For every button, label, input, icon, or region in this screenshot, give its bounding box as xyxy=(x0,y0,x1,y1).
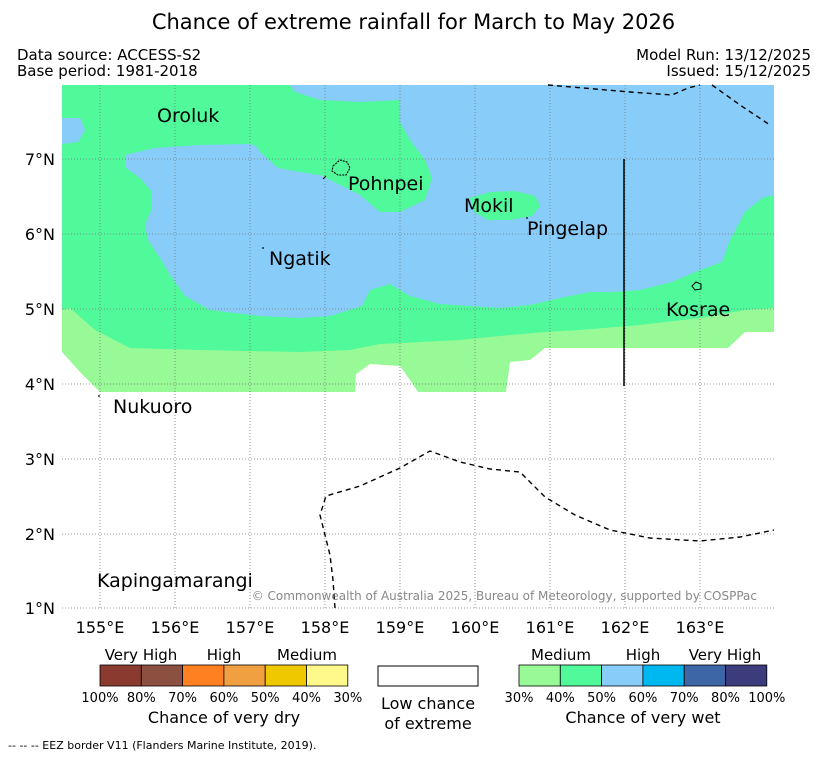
legend-wet-title: Chance of very wet xyxy=(565,708,720,727)
nukuoro-marker xyxy=(98,395,100,397)
legend-dry: Very High High Medium 100% 80% 70% 60% 50% 40… xyxy=(81,646,362,727)
place-pohnpei: Pohnpei xyxy=(348,173,424,195)
lat-label: 4°N xyxy=(25,375,55,394)
lon-label: 158°E xyxy=(301,618,350,637)
legend-tick-label: 40% xyxy=(546,691,575,706)
map-grid xyxy=(62,85,774,609)
legend-tick-label: 40% xyxy=(292,691,321,706)
legend-dry-medium: Medium xyxy=(277,646,337,664)
pohnpei-islet xyxy=(322,175,327,180)
kosrae-island xyxy=(691,281,702,291)
legend-swatch xyxy=(559,664,602,687)
legend-tick-label: 30% xyxy=(505,691,534,706)
legend-low-swatch xyxy=(377,665,479,687)
lon-label: 157°E xyxy=(226,618,275,637)
issued-date: Issued: 15/12/2025 xyxy=(666,62,811,80)
lon-label: 163°E xyxy=(676,618,725,637)
latitude-labels: 7°N 6°N 5°N 4°N 3°N 2°N 1°N xyxy=(25,150,55,618)
copyright: © Commonwealth of Australia 2025, Bureau… xyxy=(252,589,757,603)
legend-swatch xyxy=(140,664,184,687)
legend-swatch xyxy=(725,664,768,687)
meta-left: Data source: ACCESS-S2 Base period: 1981… xyxy=(17,47,201,79)
legend-low: Low chance of extreme xyxy=(377,665,479,733)
high-wet-region xyxy=(125,85,774,318)
legend-tick-label: 100% xyxy=(748,691,785,706)
legend-tick-label: 50% xyxy=(587,691,616,706)
longitude-labels: 155°E 156°E 157°E 158°E 159°E 160°E 161°… xyxy=(76,618,725,637)
place-kosrae: Kosrae xyxy=(666,299,730,321)
legend-tick-label: 80% xyxy=(127,691,156,706)
pohnpei-island xyxy=(331,159,351,176)
legend-swatch xyxy=(182,664,225,687)
ngatik-marker xyxy=(262,247,264,249)
rainfall-map xyxy=(62,85,774,608)
legend-swatch xyxy=(683,664,726,687)
legend-dry-swatches xyxy=(99,664,349,687)
lon-label: 160°E xyxy=(451,618,500,637)
legend-tick-label: 100% xyxy=(81,691,118,706)
legend-swatch xyxy=(223,664,266,687)
data-source: Data source: ACCESS-S2 xyxy=(17,46,202,64)
lat-label: 2°N xyxy=(25,525,55,544)
legend-tick-label: 60% xyxy=(209,691,238,706)
pingelap-marker xyxy=(526,217,528,219)
place-ngatik: Ngatik xyxy=(269,248,331,270)
place-mokil: Mokil xyxy=(464,195,514,217)
lat-label: 1°N xyxy=(25,599,55,618)
legend-tick-label: 30% xyxy=(333,691,362,706)
legend-wet-high: High xyxy=(626,646,660,664)
lat-label: 3°N xyxy=(25,450,55,469)
lon-label: 161°E xyxy=(526,618,575,637)
lat-label: 5°N xyxy=(25,300,55,319)
legend-wet-medium: Medium xyxy=(531,646,591,664)
lon-label: 156°E xyxy=(151,618,200,637)
lat-label: 6°N xyxy=(25,225,55,244)
lon-label: 155°E xyxy=(76,618,125,637)
legend-tick-label: 70% xyxy=(168,691,197,706)
legend-tick-label: 50% xyxy=(251,691,280,706)
legend-swatch xyxy=(642,664,685,687)
place-oroluk: Oroluk xyxy=(157,105,219,127)
legend-tick-label: 70% xyxy=(670,691,699,706)
lon-label: 159°E xyxy=(376,618,425,637)
legend-swatch xyxy=(99,664,142,687)
legend-dry-title: Chance of very dry xyxy=(148,708,300,727)
legend-swatch xyxy=(306,664,349,687)
legend-swatch xyxy=(518,664,561,687)
medium-high-wet-region xyxy=(470,191,540,220)
page-title: Chance of extreme rainfall for March to … xyxy=(151,10,676,34)
legend-dry-ticks: 100% 80% 70% 60% 50% 40% 30% xyxy=(81,691,362,706)
legend-wet-very-high: Very High xyxy=(689,646,762,664)
lat-label: 7°N xyxy=(25,150,55,169)
legend-low-line2: of extreme xyxy=(384,714,471,733)
medium-high-wet-region xyxy=(248,110,350,180)
place-pingelap: Pingelap xyxy=(527,218,608,240)
high-wet-region xyxy=(62,118,85,144)
legend-wet-ticks: 30% 40% 50% 60% 70% 80% 100% xyxy=(505,691,786,706)
lon-label: 162°E xyxy=(601,618,650,637)
legend-tick-label: 60% xyxy=(628,691,657,706)
base-period: Base period: 1981-2018 xyxy=(17,62,198,80)
legend-tick-label: 80% xyxy=(711,691,740,706)
legend-low-line1: Low chance xyxy=(381,694,475,713)
legend-swatch xyxy=(264,664,307,687)
legend-wet: Medium High Very High 30% 40% 50% 60% 70% 80%… xyxy=(505,646,786,727)
legend-wet-swatches xyxy=(518,664,768,687)
model-run: Model Run: 13/12/2025 xyxy=(636,46,811,64)
eez-border xyxy=(319,84,775,609)
legend-dry-very-high: Very High xyxy=(105,646,178,664)
place-kapingamarangi: Kapingamarangi xyxy=(97,570,253,592)
eez-note: -- -- -- EEZ border V11 (Flanders Marine… xyxy=(8,739,317,752)
legend-dry-high: High xyxy=(207,646,241,664)
place-nukuoro: Nukuoro xyxy=(113,396,192,418)
meta-right: Model Run: 13/12/2025 Issued: 15/12/2025 xyxy=(636,47,811,79)
legend-swatch xyxy=(601,664,644,687)
